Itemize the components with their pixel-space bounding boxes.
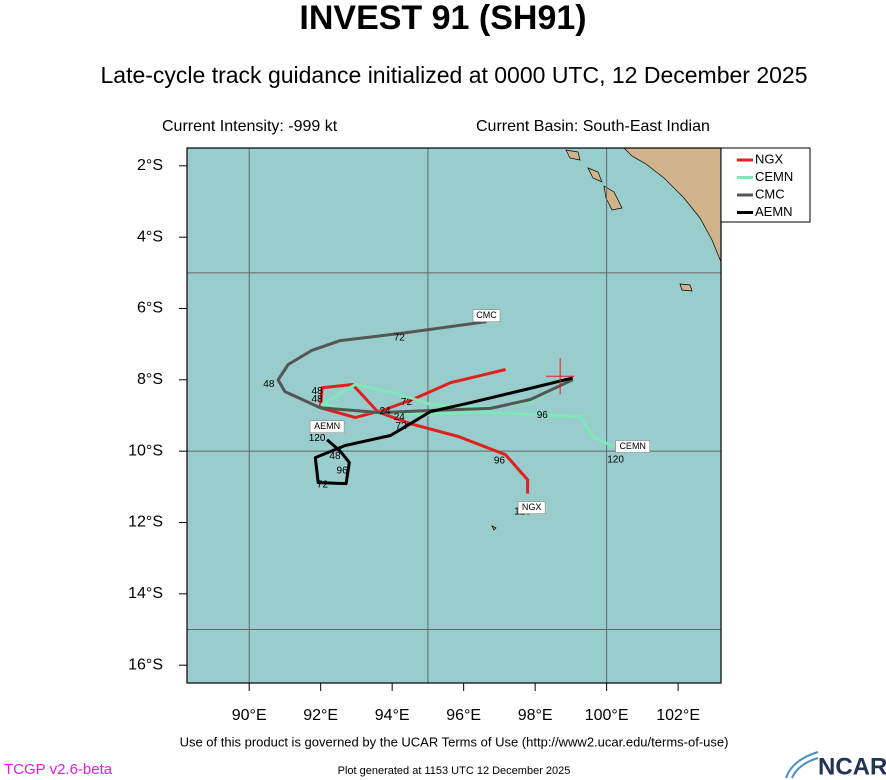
island (565, 149, 581, 161)
hour-label: 24 (379, 406, 391, 417)
version: TCGP v2.6-beta (4, 761, 113, 778)
y-tick-label: 6°S (137, 300, 163, 317)
hour-label: 48 (329, 451, 341, 462)
terms: Use of this product is governed by the U… (180, 734, 729, 749)
x-tick-label: 92°E (303, 707, 338, 724)
intensity: Current Intensity: -999 kt (162, 118, 338, 135)
track-name-box (472, 309, 501, 322)
hour-label: 72 (317, 480, 329, 491)
frame (186, 147, 722, 684)
hour-label: 48 (312, 386, 324, 397)
land (491, 148, 721, 531)
logo-arc (791, 757, 819, 779)
axes: 90°E 92°E 94°E 96°E 98°E 100°E 102°E 2°S 4°S 6°S 8… (128, 157, 700, 724)
x-tick-label: 98°E (518, 707, 553, 724)
legend-box (720, 147, 811, 223)
track-name-box (615, 440, 650, 453)
chart-title: INVEST 91 (SH91) (299, 0, 586, 37)
track (276, 320, 574, 415)
hour-label: 96 (337, 465, 349, 476)
hour-label: 72 (394, 332, 406, 343)
hour-label: 96 (494, 455, 506, 466)
island (491, 525, 497, 531)
hour-label: 72 (401, 397, 413, 408)
legend-label: CMC (755, 186, 785, 201)
legend: NGX CEMN CMC AEMN (737, 151, 793, 219)
ocean (187, 148, 721, 683)
legend-label: CEMN (755, 169, 793, 184)
hour-label: 96 (537, 410, 549, 421)
chart-subtitle: Late-cycle track guidance initialized at… (101, 62, 808, 88)
track-name-box (517, 501, 546, 514)
track-name: CEMN (619, 441, 646, 451)
logo-arc (785, 751, 819, 779)
y-tick-label: 10°S (128, 442, 163, 459)
track (313, 376, 574, 486)
x-tick-label: 100°E (585, 707, 629, 724)
hour-label: 48 (263, 379, 275, 390)
y-tick-label: 16°S (128, 656, 163, 673)
y-tick-label: 12°S (128, 514, 163, 531)
y-tick-label: 4°S (137, 228, 163, 245)
legend-label: NGX (755, 151, 784, 166)
x-tick-label: 102°E (656, 707, 700, 724)
basin: Current Basin: South-East Indian (476, 118, 710, 135)
x-tick-label: 90°E (232, 707, 267, 724)
logo-text: NCAR (818, 753, 886, 780)
x-tick-label: 94°E (375, 707, 410, 724)
island (679, 283, 693, 292)
logo: NCAR (785, 751, 886, 780)
hour-label: 120 (309, 433, 326, 444)
y-tick-label: 8°S (137, 371, 163, 388)
x-tick-label: 96°E (446, 707, 481, 724)
legend-label: AEMN (755, 204, 793, 219)
island (603, 185, 623, 211)
hour-label: 120 (607, 455, 624, 466)
track (318, 368, 530, 494)
generated: Plot generated at 1153 UTC 12 December 2… (338, 765, 571, 777)
y-tick-label: 2°S (137, 157, 163, 174)
landmass (623, 148, 721, 263)
hour-label: 24 (394, 412, 406, 423)
island (587, 167, 603, 183)
track-name: NGX (522, 502, 542, 512)
hour-label: 48 (312, 394, 324, 405)
track-name-box (309, 420, 345, 434)
hour-label: 72 (396, 421, 408, 432)
track-name: AEMN (314, 421, 340, 431)
track-name: CMC (476, 310, 497, 320)
y-tick-label: 14°S (128, 585, 163, 602)
